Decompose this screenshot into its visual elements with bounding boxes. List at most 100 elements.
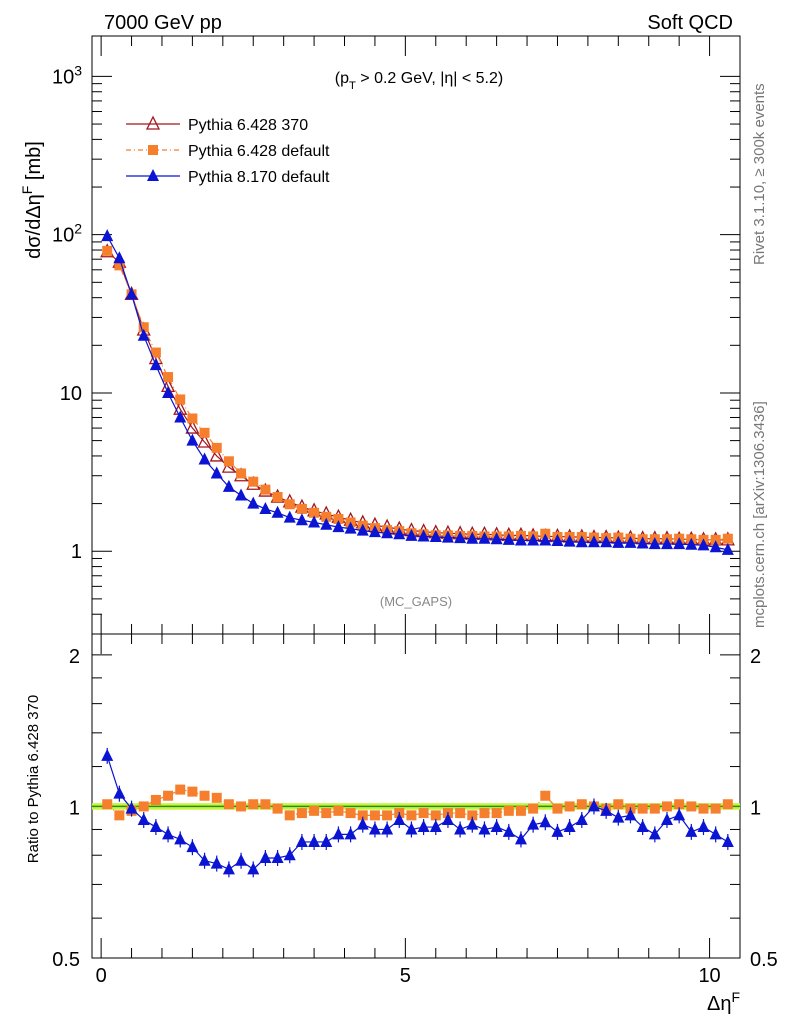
data-point — [284, 810, 295, 821]
data-point — [150, 794, 161, 805]
main-ylabel: dσ/dΔηF [mb] — [19, 141, 45, 259]
data-point — [356, 817, 369, 830]
data-point — [587, 535, 600, 548]
data-point — [600, 803, 613, 816]
data-point — [309, 507, 320, 518]
data-point — [223, 456, 234, 467]
data-point — [113, 251, 126, 264]
data-point — [138, 801, 149, 812]
header-left: 7000 GeV pp — [104, 12, 222, 34]
data-point — [490, 532, 503, 545]
data-point — [660, 537, 673, 550]
series-line — [106, 250, 728, 541]
data-point — [320, 517, 333, 530]
data-point — [209, 447, 224, 462]
data-point — [697, 820, 710, 833]
data-point — [661, 801, 672, 812]
data-point — [502, 532, 515, 545]
x-tick-labels: 0 5 10 — [96, 965, 721, 987]
data-point — [563, 820, 576, 833]
data-point — [101, 748, 114, 761]
data-point — [576, 799, 587, 810]
data-point — [613, 799, 624, 810]
data-point — [551, 824, 564, 837]
data-point — [248, 799, 259, 810]
rivet-label: Rivet 3.1.10, ≥ 300k events — [751, 83, 768, 265]
data-point — [222, 862, 235, 875]
data-point — [429, 530, 442, 543]
axis-ticks — [92, 36, 740, 959]
data-point — [467, 810, 478, 821]
data-point — [186, 433, 199, 446]
data-point — [236, 801, 247, 812]
data-point — [405, 822, 418, 835]
data-point — [113, 786, 126, 799]
data-point — [101, 229, 114, 242]
data-point — [222, 479, 235, 492]
series-pythia-6-428-default — [102, 245, 733, 545]
data-point — [137, 812, 150, 825]
xtick-label: 0 — [96, 965, 107, 987]
data-point — [686, 801, 697, 812]
data-point — [259, 501, 272, 514]
data-point — [381, 822, 394, 835]
data-point — [163, 790, 174, 801]
data-point — [260, 799, 271, 810]
data-point — [284, 499, 295, 510]
data-point — [271, 850, 284, 863]
data-point — [709, 540, 722, 553]
data-point — [514, 832, 527, 845]
data-point — [624, 808, 637, 821]
data-point — [162, 385, 175, 398]
data-point — [332, 827, 345, 840]
data-point — [162, 827, 175, 840]
data-point — [564, 801, 575, 812]
data-point — [175, 784, 186, 795]
data-point — [333, 805, 344, 816]
data-point — [612, 535, 625, 548]
data-point — [211, 792, 222, 803]
legend-label: Pythia 8.170 default — [188, 169, 330, 186]
y-tick-labels: 1 10 102 103 0.5 0.5 1 1 2 2 — [52, 62, 778, 971]
main-series — [100, 229, 735, 555]
data-point — [624, 535, 637, 548]
data-point — [235, 488, 248, 501]
data-point — [528, 803, 539, 814]
series-pythia-6-428-370 — [100, 243, 735, 546]
data-point — [235, 853, 248, 866]
data-point — [199, 427, 210, 438]
data-point — [698, 803, 709, 814]
data-point — [539, 815, 552, 828]
legend-label: Pythia 6.428 370 — [188, 117, 308, 134]
data-point — [186, 840, 199, 853]
data-point — [478, 822, 491, 835]
data-point — [685, 537, 698, 550]
data-point — [125, 287, 138, 300]
ratio-ylabel: Ratio to Pythia 6.428 370 — [25, 695, 42, 863]
data-point — [674, 799, 685, 810]
data-point — [332, 520, 345, 533]
series-line — [106, 251, 728, 541]
analysis-label: (MC_GAPS) — [380, 594, 452, 609]
data-point — [722, 799, 733, 810]
data-point — [308, 515, 321, 528]
data-point — [199, 790, 210, 801]
data-point — [722, 533, 733, 544]
data-point — [137, 328, 150, 341]
series-line — [106, 755, 729, 871]
data-point — [283, 510, 296, 523]
data-point — [210, 466, 223, 479]
data-point — [185, 419, 200, 434]
data-point — [673, 808, 686, 821]
ratio-ytick-label-left: 0.5 — [52, 949, 80, 971]
data-point — [247, 496, 260, 509]
data-point — [308, 834, 321, 847]
data-point — [710, 803, 721, 814]
series-pythia-8-170-default — [101, 229, 734, 555]
data-point — [102, 245, 113, 256]
data-point — [114, 260, 125, 271]
data-point — [503, 805, 514, 816]
data-point — [466, 817, 479, 830]
data-point — [163, 372, 174, 383]
data-point — [514, 533, 527, 546]
